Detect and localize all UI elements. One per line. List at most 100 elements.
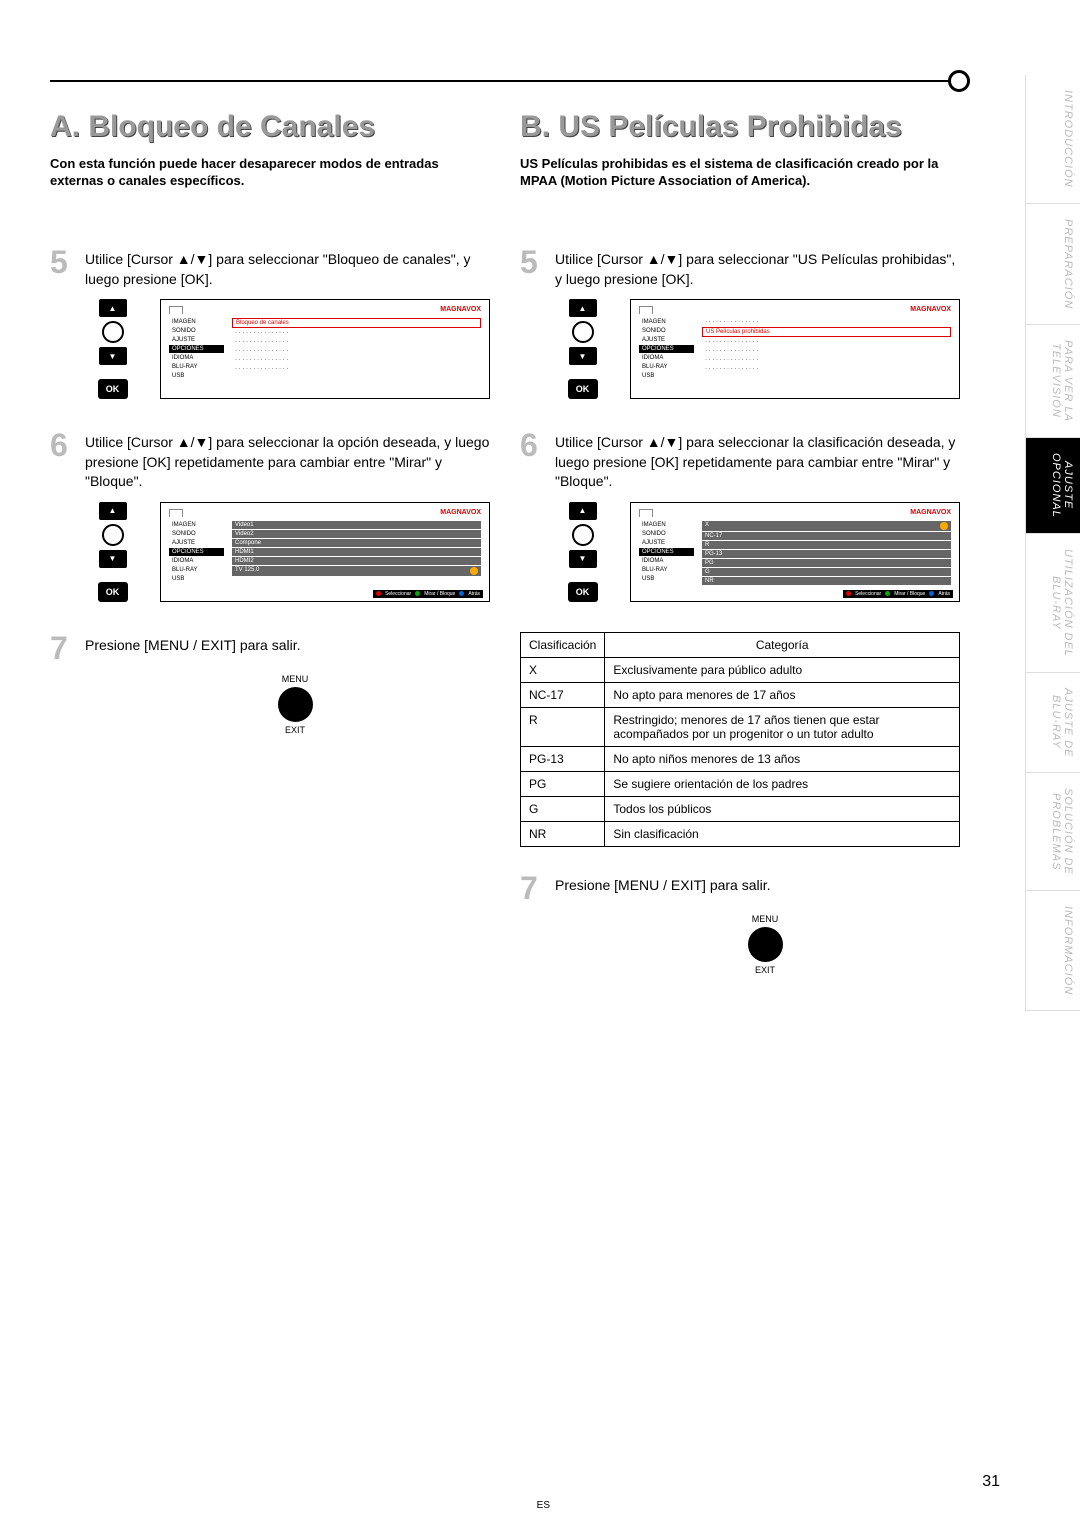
tv-menu-item: AJUSTE	[639, 539, 694, 547]
tv-screen-5a: MAGNAVOX IMAGENSONIDOAJUSTEOPCIONESIDIOM…	[160, 299, 490, 399]
cursor-circle-icon	[102, 321, 124, 343]
lock-icon	[940, 522, 948, 530]
tv-menu-left: IMAGENSONIDOAJUSTEOPCIONESIDIOMABLU-RAYU…	[639, 318, 694, 380]
tv-footer: Seleccionar Mirar / Bloque Atrás	[843, 590, 953, 598]
brand-label: MAGNAVOX	[910, 509, 951, 517]
table-row: GTodos los públicos	[521, 796, 960, 821]
tv-menu-item: USB	[639, 575, 694, 583]
tv-menu-item: BLU-RAY	[169, 566, 224, 574]
ok-button-icon: OK	[568, 582, 598, 602]
cursor-down-icon: ▼	[99, 550, 127, 568]
tv-menu-left: IMAGENSONIDOAJUSTEOPCIONESIDIOMABLU-RAYU…	[169, 521, 224, 583]
side-tab: PARA VER LA TELEVISIÓN	[1025, 325, 1080, 438]
tv-menu-item: IDIOMA	[169, 557, 224, 565]
cursor-up-icon: ▲	[569, 502, 597, 520]
rating-desc: Exclusivamente para público adulto	[605, 657, 960, 682]
step-num: 6	[50, 429, 75, 492]
ok-button-icon: OK	[568, 379, 598, 399]
step-text: Utilice [Cursor ▲/▼] para seleccionar la…	[85, 429, 490, 492]
tv-menu-item: OPCIONES	[639, 548, 694, 556]
tv-hl-item: US Películas prohibidas	[702, 327, 951, 337]
exit-label: EXIT	[285, 725, 305, 735]
step-text: Utilice [Cursor ▲/▼] para seleccionar "U…	[555, 246, 960, 289]
brand-label: MAGNAVOX	[440, 306, 481, 314]
tv-channel-item: HDMI2	[232, 557, 481, 565]
side-tab: AJUSTE OPCIONAL	[1025, 438, 1080, 534]
tv-menu-item: IDIOMA	[639, 354, 694, 362]
rating-code: R	[521, 707, 605, 746]
tv-channel-item: Video2	[232, 530, 481, 538]
cursor-circle-icon	[572, 524, 594, 546]
tv-rating-item: G	[702, 568, 951, 576]
side-tab: PREPARACIÓN	[1025, 204, 1080, 325]
tab-icon	[169, 509, 183, 517]
tv-menu-item: OPCIONES	[639, 345, 694, 353]
tab-icon	[639, 509, 653, 517]
page-number: 31	[982, 1473, 1000, 1491]
step-7a: 7 Presione [MENU / EXIT] para salir.	[50, 632, 490, 664]
tv-menu-item: AJUSTE	[169, 336, 224, 344]
tv-channel-item: Compone	[232, 539, 481, 547]
step-num: 5	[520, 246, 545, 289]
table-row: NC-17No apto para menores de 17 años	[521, 682, 960, 707]
rating-desc: Sin clasificación	[605, 821, 960, 846]
tv-menu-left: IMAGENSONIDOAJUSTEOPCIONESIDIOMABLU-RAYU…	[169, 318, 224, 380]
side-tab: AJUSTE DE BLU-RAY	[1025, 673, 1080, 774]
tv-menu-item: BLU-RAY	[169, 363, 224, 371]
step-num: 7	[520, 872, 545, 904]
tv-menu-item: IMAGEN	[639, 521, 694, 529]
tv-channel-item: TV 125.0	[232, 566, 481, 576]
table-row: XExclusivamente para público adulto	[521, 657, 960, 682]
tv-menu-item: IDIOMA	[169, 354, 224, 362]
tv-rating-item: NC-17	[702, 532, 951, 540]
top-rule	[50, 80, 960, 82]
diagram-6a: ▲ ▼ OK MAGNAVOX IMAGENSONIDOAJUSTEOPCION…	[80, 502, 490, 602]
tab-icon	[169, 306, 183, 314]
diagram-6b: ▲ ▼ OK MAGNAVOX IMAGENSONIDOAJUSTEOPCION…	[550, 502, 960, 602]
cursor-up-icon: ▲	[99, 299, 127, 317]
tv-menu-item: BLU-RAY	[639, 566, 694, 574]
side-tab: UTILIZACIÓN DEL BLU-RAY	[1025, 534, 1080, 673]
step-num: 6	[520, 429, 545, 492]
step-text: Presione [MENU / EXIT] para salir.	[555, 872, 771, 904]
brand-label: MAGNAVOX	[910, 306, 951, 314]
menu-button-icon	[748, 927, 783, 962]
tv-menu-right: · · · · · · · · · · · · · · · US Películ…	[702, 318, 951, 380]
tv-rating-item: PG-13	[702, 550, 951, 558]
side-tab: SOLUCIÓN DE PROBLEMAS	[1025, 773, 1080, 891]
intro-a: Con esta función puede hacer desaparecer…	[50, 156, 490, 206]
remote-nav: ▲ ▼ OK	[80, 502, 145, 602]
rating-code: G	[521, 796, 605, 821]
diagram-5b: ▲ ▼ OK MAGNAVOX IMAGENSONIDOAJUSTEOPCION…	[550, 299, 960, 399]
ok-button-icon: OK	[98, 582, 128, 602]
menu-exit-button: MENU EXIT	[570, 914, 960, 975]
tv-menu-item: IMAGEN	[169, 521, 224, 529]
side-tabs: INTRODUCCIÓNPREPARACIÓNPARA VER LA TELEV…	[1025, 75, 1080, 1011]
tv-menu-item: SONIDO	[639, 327, 694, 335]
menu-button-icon	[278, 687, 313, 722]
tv-menu-right: Bloqueo de canales · · · · · · · · · · ·…	[232, 318, 481, 380]
tv-menu-item: IDIOMA	[639, 557, 694, 565]
step-7b: 7 Presione [MENU / EXIT] para salir.	[520, 872, 960, 904]
rating-code: NC-17	[521, 682, 605, 707]
brand-label: MAGNAVOX	[440, 509, 481, 517]
cursor-circle-icon	[102, 524, 124, 546]
step-6a: 6 Utilice [Cursor ▲/▼] para seleccionar …	[50, 429, 490, 492]
diagram-5a: ▲ ▼ OK MAGNAVOX IMAGENSONIDOAJUSTEOPCION…	[80, 299, 490, 399]
cursor-down-icon: ▼	[569, 347, 597, 365]
remote-nav: ▲ ▼ OK	[80, 299, 145, 399]
step-5b: 5 Utilice [Cursor ▲/▼] para seleccionar …	[520, 246, 960, 289]
tv-menu-item: USB	[639, 372, 694, 380]
tv-menu-item: USB	[169, 372, 224, 380]
table-row: PGSe sugiere orientación de los padres	[521, 771, 960, 796]
tv-channel-item: Video1	[232, 521, 481, 529]
tv-menu-item: AJUSTE	[169, 539, 224, 547]
cursor-circle-icon	[572, 321, 594, 343]
tab-icon	[639, 306, 653, 314]
cursor-down-icon: ▼	[99, 347, 127, 365]
tv-screen-6b: MAGNAVOX IMAGENSONIDOAJUSTEOPCIONESIDIOM…	[630, 502, 960, 602]
cursor-down-icon: ▼	[569, 550, 597, 568]
tv-rating-item: PG	[702, 559, 951, 567]
step-num: 7	[50, 632, 75, 664]
step-text: Utilice [Cursor ▲/▼] para seleccionar "B…	[85, 246, 490, 289]
